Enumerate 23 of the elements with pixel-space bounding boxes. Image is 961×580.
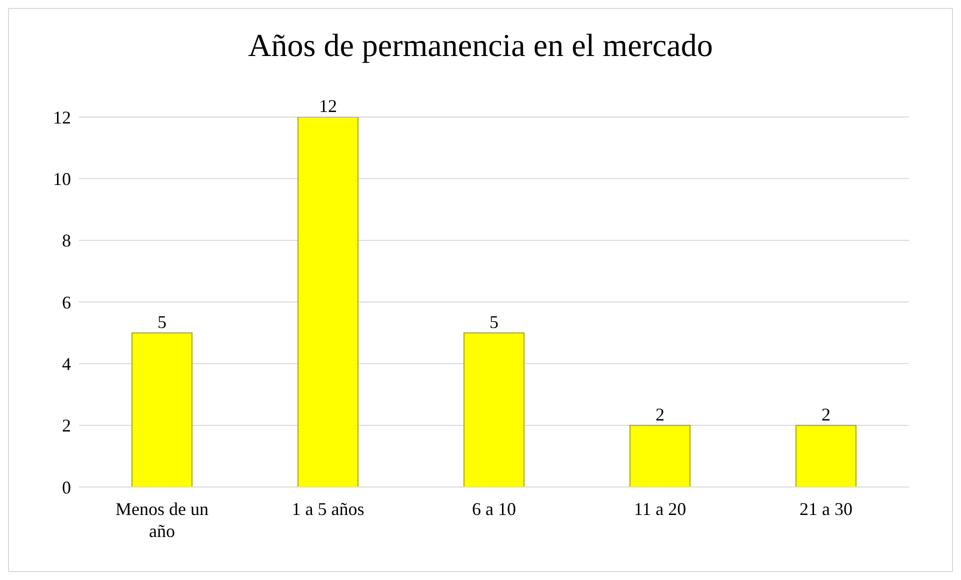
y-tick-label: 12 bbox=[53, 107, 71, 128]
y-tick-label: 8 bbox=[62, 230, 71, 251]
x-tick-label: 11 a 20 bbox=[634, 499, 686, 519]
data-label: 2 bbox=[822, 404, 830, 424]
bar bbox=[630, 424, 690, 487]
x-tick-label: Menos de un año bbox=[116, 499, 208, 541]
x-tick-label: 1 a 5 años bbox=[292, 499, 364, 519]
x-tick-label: 21 a 30 bbox=[800, 499, 852, 519]
data-label: 5 bbox=[490, 312, 498, 332]
y-tick-label: 0 bbox=[62, 477, 71, 498]
y-tick-label: 6 bbox=[62, 292, 71, 312]
bar bbox=[796, 424, 856, 487]
bar bbox=[298, 117, 358, 487]
bar bbox=[132, 332, 192, 487]
data-label: 5 bbox=[158, 312, 166, 332]
bar bbox=[464, 332, 524, 487]
y-tick-label: 10 bbox=[53, 169, 71, 190]
y-tick-label: 2 bbox=[62, 416, 71, 436]
x-tick-label: 6 a 10 bbox=[472, 499, 516, 519]
chart-title: Años de permanencia en el mercado bbox=[247, 27, 714, 65]
data-label: 2 bbox=[656, 404, 664, 424]
data-label: 12 bbox=[319, 96, 337, 116]
y-tick-label: 4 bbox=[62, 354, 71, 374]
